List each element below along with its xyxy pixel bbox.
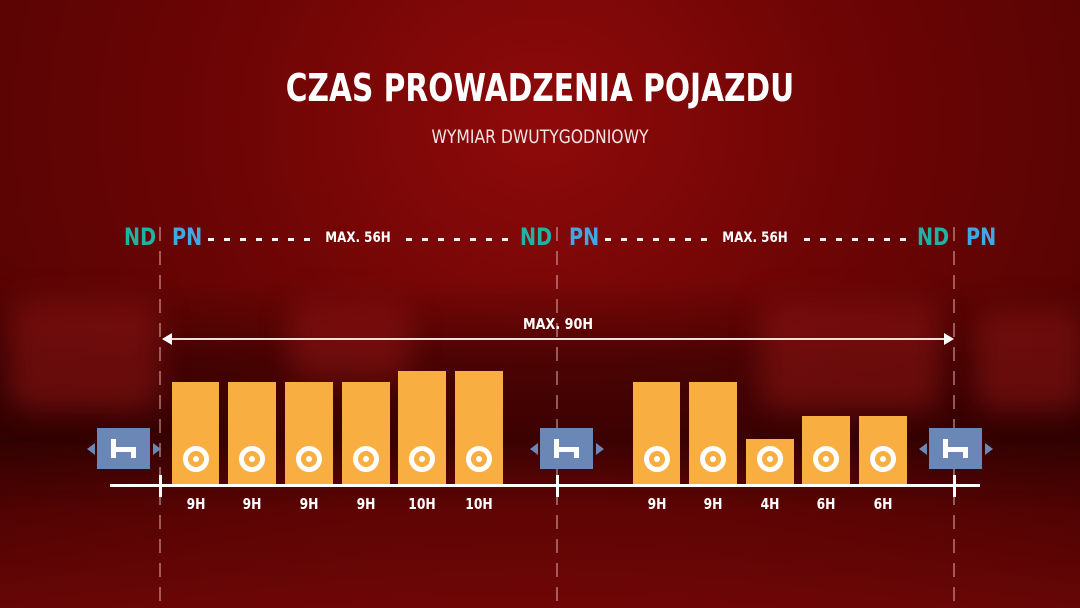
rest-box xyxy=(540,428,593,469)
arrow-right-icon xyxy=(596,443,604,455)
driving-bar xyxy=(228,382,276,484)
week-divider xyxy=(159,227,161,608)
axis-tick xyxy=(953,475,956,497)
arrow-right-icon xyxy=(985,443,993,455)
bar-label: 9H xyxy=(242,495,262,513)
rest-box xyxy=(97,428,150,469)
steering-wheel-icon xyxy=(466,446,492,472)
bed-icon xyxy=(554,439,579,458)
driving-bar xyxy=(802,416,850,484)
bar-label: 10H xyxy=(465,495,493,513)
steering-wheel-icon xyxy=(757,446,783,472)
day-label-pn: PN xyxy=(966,223,997,251)
week-divider xyxy=(953,227,955,608)
driving-bar xyxy=(285,382,333,484)
driving-bar xyxy=(689,382,737,484)
bar-label: 9H xyxy=(299,495,319,513)
driving-bar xyxy=(342,382,390,484)
background-blur xyxy=(290,300,410,380)
day-label-nd: ND xyxy=(124,223,157,251)
background-blur xyxy=(10,300,160,410)
steering-wheel-icon xyxy=(296,446,322,472)
steering-wheel-icon xyxy=(353,446,379,472)
dashed-line xyxy=(406,238,514,241)
arrow-right-icon xyxy=(153,443,161,455)
steering-wheel-icon xyxy=(643,446,670,472)
bar-label: 9H xyxy=(356,495,376,513)
arrow-left-icon xyxy=(87,443,95,455)
driving-bar xyxy=(398,371,446,484)
bar-label: 9H xyxy=(186,495,206,513)
steering-wheel-icon xyxy=(409,446,435,472)
page-subtitle: WYMIAR DWUTYGODNIOWY xyxy=(431,126,649,148)
arrow-right-icon xyxy=(944,333,954,345)
steering-wheel-icon xyxy=(870,446,896,472)
axis-tick xyxy=(159,475,162,497)
driving-bar xyxy=(172,382,219,484)
driving-bar xyxy=(455,371,503,484)
span-arrow-line xyxy=(164,338,952,340)
arrow-left-icon xyxy=(919,443,927,455)
day-label-nd: ND xyxy=(917,223,950,251)
background-blur xyxy=(760,300,940,410)
background-floor xyxy=(0,490,1080,608)
dashed-line xyxy=(208,238,314,241)
page-title: CZAS PROWADZENIA POJAZDU xyxy=(285,66,795,110)
two-week-limit-label: MAX. 90H xyxy=(522,315,594,333)
week2-limit-label: MAX. 56H xyxy=(722,230,788,246)
steering-wheel-icon xyxy=(813,446,839,472)
arrow-left-icon xyxy=(530,443,538,455)
bar-label: 10H xyxy=(408,495,436,513)
dashed-line xyxy=(804,238,912,241)
axis-tick xyxy=(556,475,559,497)
rest-box xyxy=(929,428,982,469)
bar-label: 9H xyxy=(703,495,723,513)
steering-wheel-icon xyxy=(239,446,265,472)
day-label-nd: ND xyxy=(520,223,553,251)
steering-wheel-icon xyxy=(182,446,209,472)
driving-bar xyxy=(633,382,680,484)
bar-label: 4H xyxy=(760,495,780,513)
steering-wheel-icon xyxy=(700,446,726,472)
arrow-left-icon xyxy=(162,333,172,345)
day-label-pn: PN xyxy=(172,223,203,251)
week1-limit-label: MAX. 56H xyxy=(325,230,391,246)
dashed-line xyxy=(605,238,711,241)
driving-bar xyxy=(859,416,907,484)
bed-icon xyxy=(111,439,136,458)
week-divider xyxy=(556,227,558,608)
bar-label: 6H xyxy=(873,495,893,513)
bed-icon xyxy=(943,439,968,458)
driving-bar xyxy=(746,439,794,484)
background-blur xyxy=(975,310,1080,410)
time-axis xyxy=(110,484,980,487)
day-label-pn: PN xyxy=(569,223,600,251)
bar-label: 6H xyxy=(816,495,836,513)
bar-label: 9H xyxy=(647,495,667,513)
